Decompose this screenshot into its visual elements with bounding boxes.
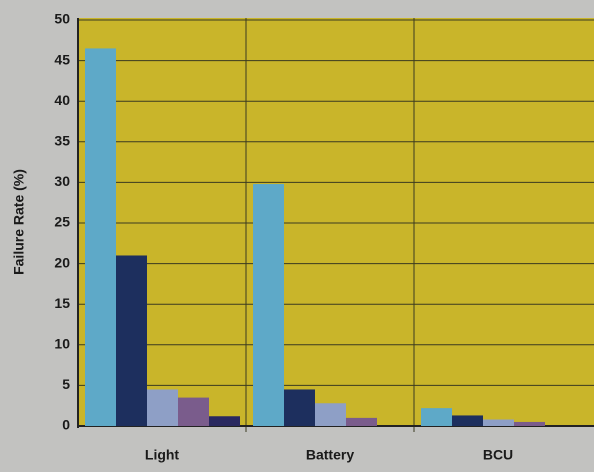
bar	[178, 397, 209, 426]
x-tick-label: BCU	[483, 447, 513, 463]
y-tick-label: 30	[54, 173, 70, 189]
bar	[315, 403, 346, 426]
bar	[85, 48, 116, 427]
bar	[209, 416, 240, 426]
bar	[116, 255, 147, 426]
bar	[284, 389, 315, 426]
y-tick-label: 5	[62, 376, 70, 392]
bar	[421, 408, 452, 426]
y-tick-label: 25	[54, 214, 70, 230]
x-tick-label: Battery	[306, 447, 354, 463]
y-tick-label: 15	[54, 295, 70, 311]
y-tick-label: 35	[54, 133, 70, 149]
x-tick-label: Light	[145, 447, 180, 463]
bar	[253, 184, 284, 426]
y-axis-label: Failure Rate (%)	[11, 169, 27, 275]
bar	[514, 421, 545, 426]
bar	[147, 389, 178, 426]
y-tick-label: 20	[54, 254, 70, 270]
bar	[452, 415, 483, 426]
bar	[483, 419, 514, 426]
y-tick-label: 10	[54, 336, 70, 352]
bar	[346, 417, 377, 426]
y-tick-label: 0	[62, 417, 70, 433]
y-tick-label: 45	[54, 51, 70, 67]
y-tick-label: 50	[54, 11, 70, 27]
y-tick-label: 40	[54, 92, 70, 108]
